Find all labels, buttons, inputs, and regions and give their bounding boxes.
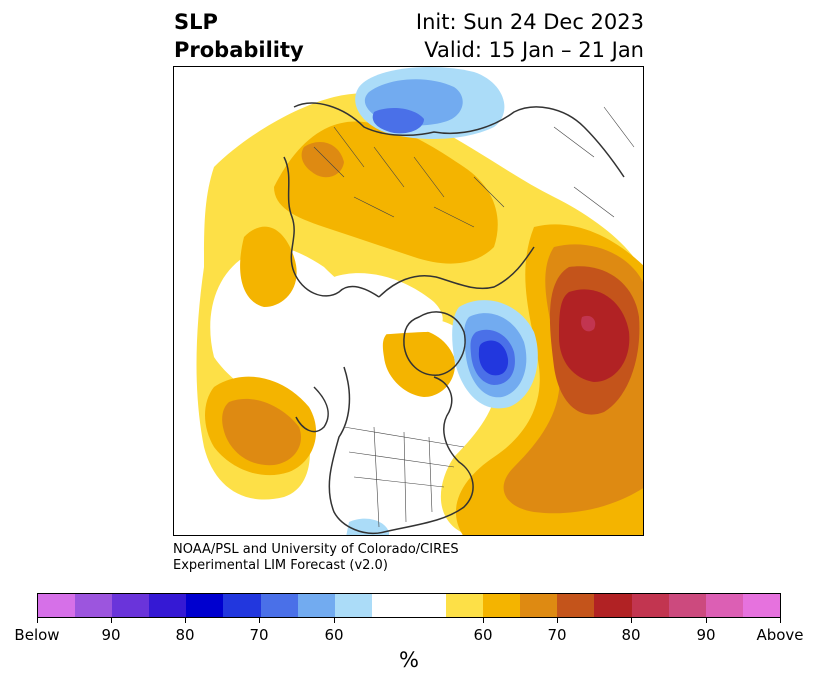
colorbar-segment <box>260 594 298 617</box>
valid-date: Valid: 15 Jan – 21 Jan <box>424 38 644 62</box>
blue-region-north <box>372 107 424 134</box>
colorbar-segment <box>75 594 113 617</box>
colorbar-tick <box>111 618 112 623</box>
colorbar-segment <box>520 594 558 617</box>
credit-line-1: NOAA/PSL and University of Colorado/CIRE… <box>173 542 459 557</box>
init-date: Init: Sun 24 Dec 2023 <box>415 10 644 34</box>
credit-text: NOAA/PSL and University of Colorado/CIRE… <box>173 542 459 574</box>
gold-region-hudson <box>382 328 455 397</box>
colorbar-tick-label: 80 <box>621 626 641 644</box>
colorbar-segment <box>742 594 780 617</box>
colorbar <box>37 593 781 618</box>
forecast-dates: Init: Sun 24 Dec 2023 Valid: 15 Jan – 21… <box>416 8 644 64</box>
colorbar-tick-label: 80 <box>175 626 195 644</box>
colorbar-segment <box>112 594 150 617</box>
pink-spot-east <box>581 315 596 332</box>
colorbar-segment <box>631 594 669 617</box>
border-lines-eurasia <box>313 126 505 228</box>
colorbar-tick-label: 70 <box>547 626 567 644</box>
border-lines-north-america <box>343 426 465 528</box>
colorbar-tick-label: 90 <box>101 626 121 644</box>
colorbar-segment <box>705 594 743 617</box>
colorbar-segment <box>223 594 261 617</box>
colorbar-segment <box>149 594 187 617</box>
credit-line-2: Experimental LIM Forecast (v2.0) <box>173 558 388 573</box>
coastlines <box>283 102 625 534</box>
colorbar-tick <box>37 618 38 623</box>
borders <box>313 106 635 528</box>
colorbar-tick <box>259 618 260 623</box>
colorbar-tick <box>706 618 707 623</box>
blue-core-labrador <box>478 340 509 376</box>
colorbar-tick <box>483 618 484 623</box>
colorbar-tick <box>631 618 632 623</box>
colorbar-segment <box>483 594 521 617</box>
colorbar-tick-label: Below <box>14 626 60 644</box>
colorbar-tick-label: Above <box>756 626 804 644</box>
colorbar-segment <box>594 594 632 617</box>
colorbar-segment <box>557 594 595 617</box>
colorbar-tick <box>334 618 335 623</box>
colorbar-unit: % <box>399 648 419 672</box>
coastline-eurasia <box>293 102 625 178</box>
coastline-greenland <box>403 311 466 376</box>
map-title: SLP Probability <box>174 8 304 64</box>
colorbar-segment <box>334 594 372 617</box>
gold-region-west <box>240 226 297 307</box>
colorbar-segment <box>408 594 447 617</box>
coastline-arctic <box>378 246 535 298</box>
colorbar-segment <box>38 594 76 617</box>
colorbar-segment <box>371 594 409 617</box>
border-lines-asia <box>553 106 635 218</box>
orange-region-europe <box>301 142 344 178</box>
colorbar-segment <box>186 594 224 617</box>
red-region-east <box>559 289 630 382</box>
colorbar-tick <box>557 618 558 623</box>
title-variable: SLP <box>174 10 218 34</box>
colorbar-tick-label: 70 <box>249 626 269 644</box>
colorbar-segment <box>297 594 335 617</box>
coastline-north-america <box>328 366 474 534</box>
coastline-europe <box>283 156 380 298</box>
title-type: Probability <box>174 38 304 62</box>
orange-region-west-pacific <box>222 398 302 466</box>
colorbar-tick-label: 60 <box>324 626 344 644</box>
coastline-alaska <box>295 386 329 433</box>
probability-map <box>173 66 644 536</box>
map-svg <box>196 67 643 535</box>
colorbar-tick <box>780 618 781 623</box>
colorbar-tick-label: 90 <box>696 626 716 644</box>
colorbar-segment <box>668 594 706 617</box>
colorbar-segment <box>446 594 484 617</box>
colorbar-tick <box>185 618 186 623</box>
colorbar-tick-label: 60 <box>473 626 493 644</box>
